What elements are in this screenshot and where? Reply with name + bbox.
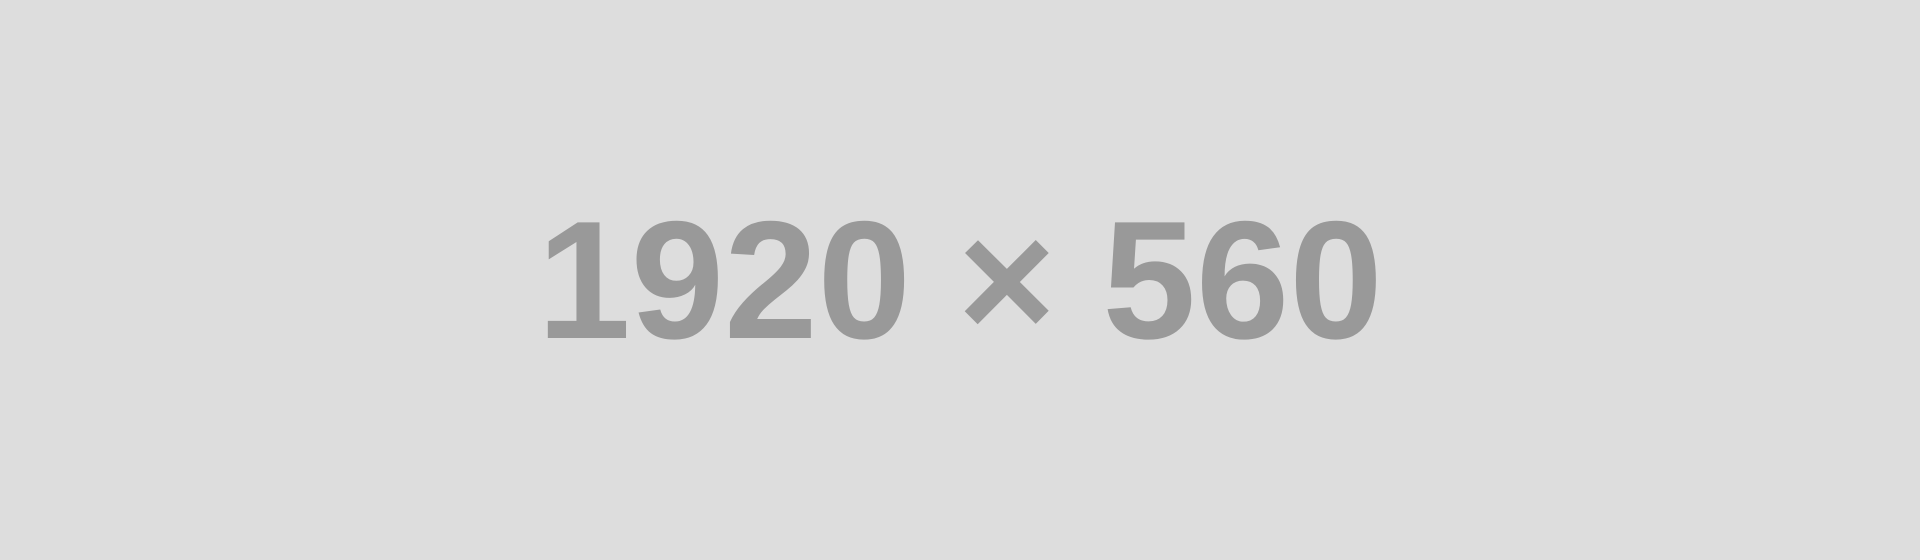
dimensions-label: 1920 × 560 (537, 186, 1383, 374)
